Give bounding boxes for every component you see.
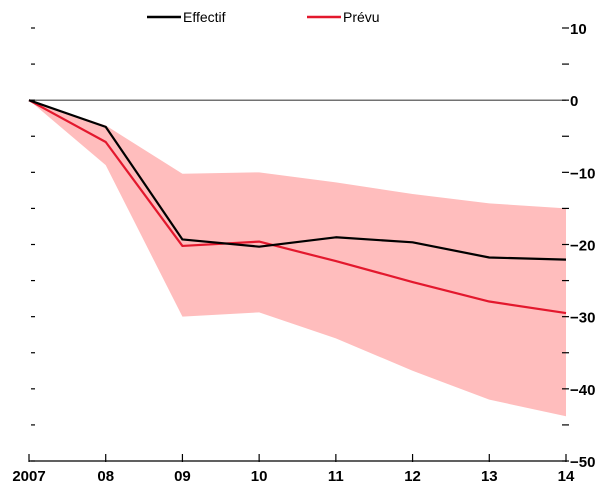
y-tick-label: −30 (570, 310, 595, 327)
x-tick-label: 10 (251, 468, 268, 485)
y-tick-label: −10 (570, 165, 595, 182)
axis-layer (28, 27, 569, 462)
x-tick-label: 13 (481, 468, 498, 485)
uncertainty-band (29, 100, 566, 417)
legend-label-effectif: Effectif (183, 9, 226, 25)
legend: Effectif Prévu (147, 9, 380, 25)
series-line-prevu (28, 99, 567, 315)
x-tick-label: 09 (174, 468, 191, 485)
y-tick-label: 10 (570, 21, 587, 38)
x-tick-label: 14 (558, 468, 575, 485)
uncertainty-band-layer (29, 100, 566, 417)
legend-label-prevu: Prévu (343, 9, 380, 25)
x-tick-label: 2007 (12, 468, 45, 485)
series-layer (28, 99, 567, 315)
y-tick-label: −40 (570, 382, 595, 399)
series-line-effectif (28, 99, 567, 261)
tick-labels: 2007 08 09 10 11 12 13 14 10 0 −10 −20 −30 −40 −50 (12, 21, 595, 485)
y-tick-label: 0 (570, 93, 578, 110)
y-tick-label: −20 (570, 238, 595, 255)
y-tick-label: −50 (570, 454, 595, 471)
x-tick-label: 11 (328, 468, 344, 485)
x-tick-label: 08 (97, 468, 114, 485)
x-tick-label: 12 (404, 468, 421, 485)
